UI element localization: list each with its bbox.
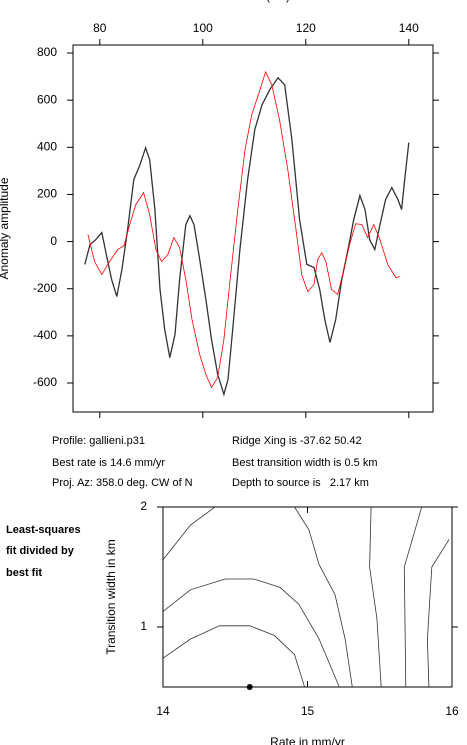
y-tick-label: 0 (50, 234, 57, 248)
info-text: Proj. Az: 358.0 deg. CW of N (52, 477, 193, 489)
data-line (84, 76, 410, 397)
y-tick-label: -600 (33, 375, 57, 389)
x-axis-label: Distance (km) (216, 0, 290, 3)
y-tick-label: 2 (140, 499, 147, 513)
y-tick-label: -400 (33, 328, 57, 342)
info-text: Best rate is 14.6 mm/yr (52, 457, 165, 469)
contour-line (369, 506, 382, 688)
x-axis-label: Rate in mm/yr (270, 735, 345, 745)
info-text: Depth to source is 2.17 km (232, 477, 369, 489)
x-tick-label: 15 (301, 704, 315, 718)
contour-line (162, 578, 340, 688)
y-tick-label: 1 (140, 619, 147, 633)
y-axis-label: Anomaly amplitude (0, 177, 11, 279)
side-note: Least-squares (6, 524, 81, 536)
x-tick-label: 140 (399, 21, 419, 35)
y-axis-label: Transition width in km (104, 539, 118, 655)
best-fit-point (246, 684, 253, 690)
data-line (87, 70, 401, 389)
y-tick-label: 400 (37, 139, 57, 153)
plot-frame (162, 506, 453, 688)
contour-line (162, 506, 216, 561)
x-tick-label: 80 (93, 21, 107, 35)
info-text: Best transition width is 0.5 km (232, 457, 378, 469)
y-tick-label: 800 (37, 45, 57, 59)
x-tick-label: 100 (193, 21, 213, 35)
x-tick-label: 16 (445, 704, 459, 718)
contour-line (426, 539, 450, 688)
x-tick-label: 14 (156, 704, 170, 718)
y-tick-label: -200 (33, 281, 57, 295)
side-note: fit divided by (6, 545, 75, 557)
info-text: Ridge Xing is -37.62 50.42 (232, 435, 362, 447)
contour-line (294, 506, 353, 688)
contour-line (403, 506, 423, 688)
contour-line (162, 625, 305, 688)
x-tick-label: 120 (296, 21, 316, 35)
y-tick-label: 200 (37, 187, 57, 201)
y-tick-label: 600 (37, 92, 57, 106)
plot-frame (72, 44, 434, 413)
side-note: best fit (6, 567, 42, 579)
info-text: Profile: gallieni.p31 (52, 435, 145, 447)
